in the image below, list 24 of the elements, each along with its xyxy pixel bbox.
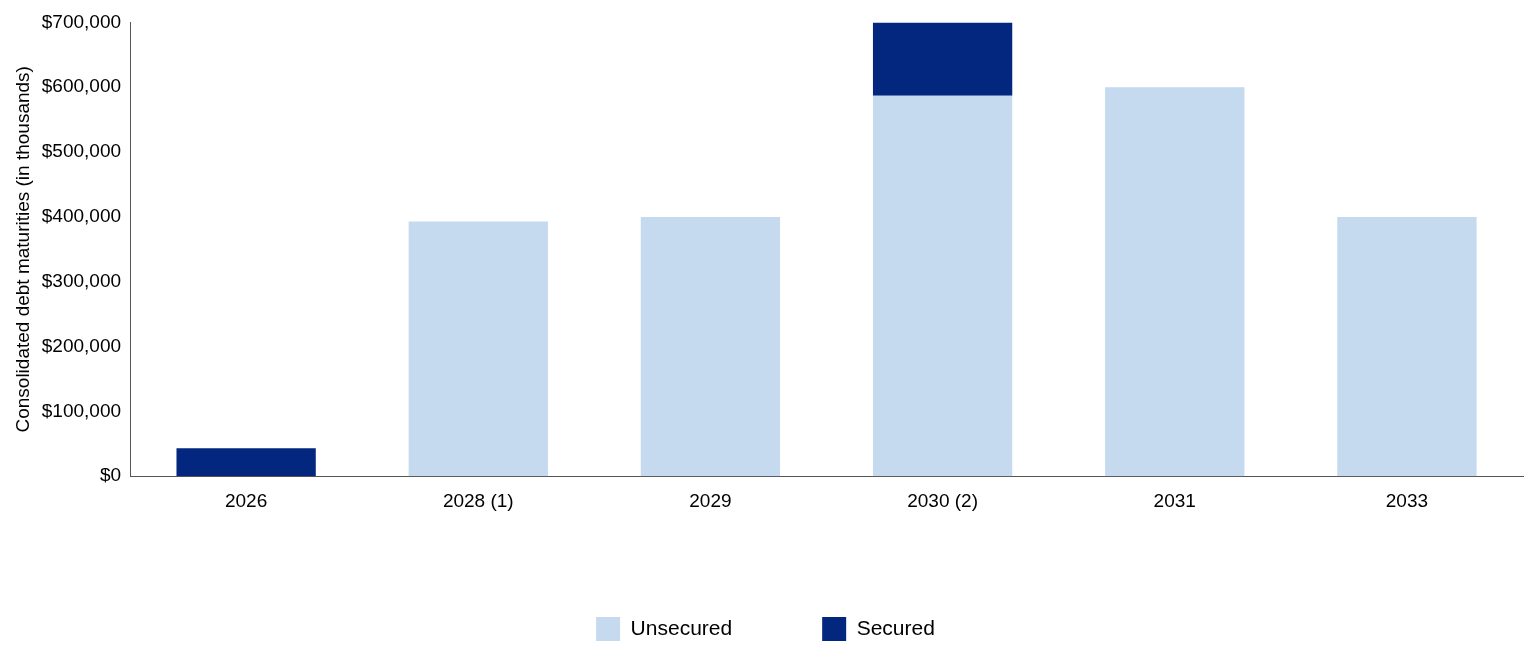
y-axis-title: Consolidated debt maturities (in thousands) xyxy=(11,66,33,433)
bar xyxy=(872,22,1013,96)
bar xyxy=(640,216,781,477)
bar xyxy=(408,221,548,477)
bar xyxy=(176,448,316,477)
x-tick-label: 2029 xyxy=(689,489,732,511)
bar xyxy=(1337,216,1477,477)
x-tick-label: 2026 xyxy=(224,489,268,511)
y-tick-label: $100,000 xyxy=(41,399,122,421)
y-tick-label: $600,000 xyxy=(41,75,122,97)
y-tick-label: $700,000 xyxy=(41,10,122,32)
legend-label: Secured xyxy=(856,615,935,639)
bar xyxy=(872,95,1013,477)
x-tick-label: 2033 xyxy=(1385,489,1429,511)
x-tick-label: 2028 (1) xyxy=(442,489,514,511)
y-tick-label: $400,000 xyxy=(41,205,122,227)
legend-label: Unsecured xyxy=(630,615,733,639)
x-tick-label: 2031 xyxy=(1153,489,1196,511)
y-tick-label: $0 xyxy=(99,464,122,486)
y-tick-label: $500,000 xyxy=(41,140,122,162)
y-tick-label: $300,000 xyxy=(41,269,122,291)
y-tick-label: $200,000 xyxy=(41,334,122,356)
x-tick-label: 2030 (2) xyxy=(907,489,978,511)
bar xyxy=(1105,87,1245,477)
